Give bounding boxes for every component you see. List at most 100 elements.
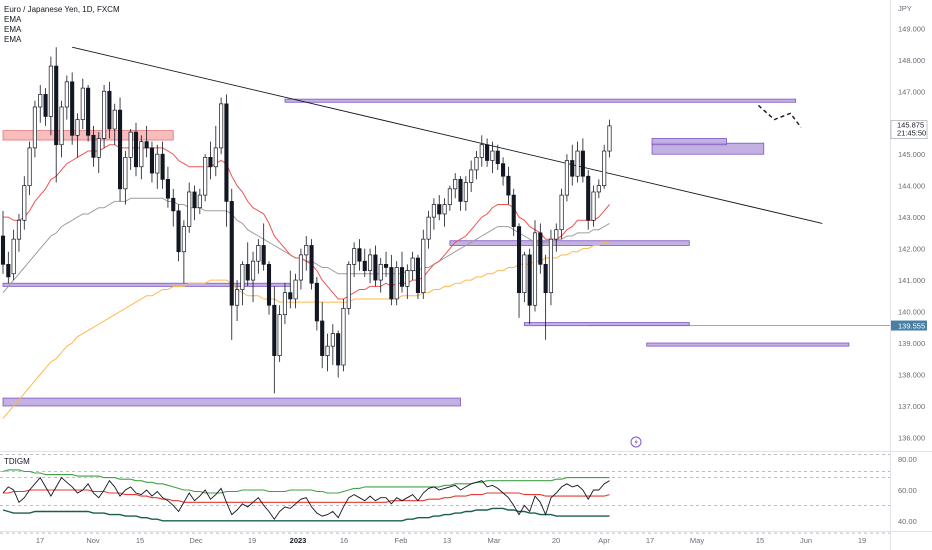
support-zone [284, 98, 797, 103]
candle-body [272, 304, 277, 356]
candle [479, 135, 484, 167]
candle-body [208, 156, 213, 168]
currency-label: JPY [898, 4, 912, 13]
candle-body [607, 125, 612, 152]
candle-body [352, 248, 357, 265]
candle-body [346, 263, 351, 309]
indicator-label[interactable]: TDIGM [4, 457, 30, 466]
symbol-title[interactable]: Euro / Japanese Yen, 1D, FXCM [4, 5, 120, 14]
candle [453, 173, 458, 199]
candle-body [548, 238, 554, 294]
candle-body [559, 194, 564, 231]
candle-body [485, 144, 490, 161]
lightning-icon [630, 436, 642, 448]
candle-body [447, 188, 452, 205]
x-tick-label: 17 [36, 536, 44, 545]
candle [272, 286, 277, 394]
candle-body [102, 90, 107, 139]
candle [192, 185, 197, 221]
candle-body [240, 263, 245, 290]
x-tick-label: Mar [488, 536, 501, 545]
candle-body [96, 138, 101, 158]
candle [469, 160, 474, 192]
candle-body [235, 289, 240, 306]
candle [421, 229, 426, 299]
candle-body [442, 204, 447, 215]
time-axis: 17 Nov 15 Dec 19 2023 16 Feb 13 Mar 20 Apr 17 May 15 Ju… [36, 536, 866, 545]
candle [133, 122, 139, 177]
candle [171, 188, 176, 227]
candle [176, 204, 181, 262]
candle [458, 176, 463, 211]
x-tick-label: Nov [86, 536, 100, 545]
candle [0, 210, 6, 274]
candle [596, 179, 601, 199]
candle-body [171, 197, 176, 212]
candle-body [59, 106, 64, 146]
candle [64, 75, 69, 120]
chart-legend: Euro / Japanese Yen, 1D, FXCM EMA EMA EM… [4, 5, 120, 45]
candle [405, 264, 410, 299]
x-tick-label: 19 [858, 536, 866, 545]
candle-body [399, 267, 405, 287]
candle-body [16, 219, 22, 240]
candle [341, 298, 346, 372]
candle [591, 185, 596, 227]
ema-label-2[interactable]: EMA [4, 25, 22, 34]
ema-label-3[interactable]: EMA [4, 35, 22, 44]
y-tick-label: 148.000 [898, 56, 925, 65]
candle-body [522, 254, 527, 294]
candle [213, 125, 218, 177]
candle-body [213, 147, 218, 168]
candle [554, 223, 559, 252]
candle-body [368, 254, 373, 271]
y-tick-label: 141.000 [898, 276, 925, 285]
support-zone [2, 397, 461, 407]
candle [373, 245, 378, 287]
level-tag-value: 139.555 [898, 322, 925, 331]
candle-body [261, 245, 266, 265]
ema-label-1[interactable]: EMA [4, 15, 22, 24]
candle [240, 261, 245, 306]
x-tick-label: Jun [800, 536, 812, 545]
tdi-tick-label: 60.00 [898, 486, 917, 495]
x-tick-label: 15 [756, 536, 764, 545]
x-tick-label: 13 [443, 536, 451, 545]
candle [298, 248, 303, 290]
candle-body [506, 175, 511, 196]
candle-body [336, 333, 341, 366]
candle [245, 242, 250, 287]
candle-body [570, 160, 575, 177]
x-tick-label: 2023 [290, 536, 307, 545]
tdi-lower-band [2, 507, 610, 522]
candle-body [38, 94, 43, 108]
candle-body [431, 204, 436, 218]
candle-body [149, 147, 155, 174]
candle [91, 125, 96, 167]
candle-body [389, 267, 394, 300]
candle-body [378, 263, 383, 281]
candle [378, 258, 383, 293]
x-tick-label: 19 [248, 536, 256, 545]
candle [80, 78, 85, 130]
candle [96, 132, 101, 174]
candle [586, 169, 591, 230]
candle-body [564, 160, 569, 196]
y-tick-label: 139.000 [898, 339, 925, 348]
candle-body [405, 270, 410, 287]
candle-body [591, 191, 596, 221]
candle-body [139, 141, 144, 168]
candle [165, 166, 170, 208]
candle [325, 333, 330, 372]
candle [522, 251, 527, 303]
candle-body [543, 263, 548, 294]
candle [261, 223, 266, 271]
candle [485, 138, 490, 167]
candle [155, 144, 160, 189]
candle-body [586, 175, 591, 221]
candle-body [181, 226, 186, 253]
candle-body [373, 254, 378, 281]
candle [506, 166, 511, 205]
tdi-tick-label: 80.00 [898, 455, 917, 464]
